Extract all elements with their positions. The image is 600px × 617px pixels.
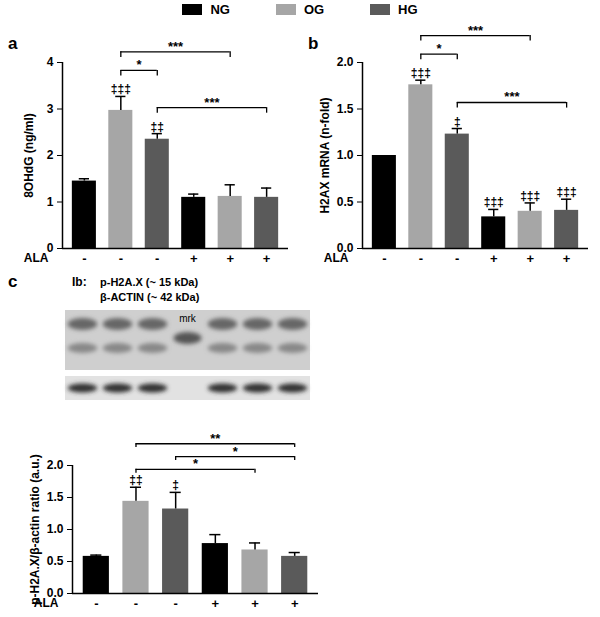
- svg-text:2.0: 2.0: [47, 458, 64, 472]
- svg-text:4: 4: [47, 55, 54, 69]
- svg-text:-: -: [134, 596, 138, 611]
- svg-text:-: -: [82, 251, 86, 266]
- html-text:c: c: [8, 272, 18, 291]
- svg-text:***: ***: [204, 95, 220, 110]
- html-text:a: a: [8, 34, 18, 53]
- svg-text:+: +: [263, 251, 271, 266]
- svg-text:‡‡‡: ‡‡‡: [520, 189, 540, 203]
- svg-text:0.5: 0.5: [337, 195, 354, 209]
- svg-text:‡‡‡: ‡‡‡: [411, 66, 431, 80]
- svg-text:-: -: [173, 596, 177, 611]
- svg-text:-: -: [94, 596, 98, 611]
- svg-text:‡: ‡: [172, 478, 179, 492]
- svg-text:‡: ‡: [454, 115, 461, 129]
- svg-text:*: *: [137, 57, 143, 72]
- svg-text:-: -: [382, 251, 386, 266]
- svg-text:***: ***: [504, 89, 520, 104]
- svg-text:+: +: [291, 596, 299, 611]
- html-text:OG: OG: [303, 2, 325, 17]
- svg-text:‡‡‡: ‡‡‡: [111, 82, 131, 96]
- html-text:b: b: [308, 34, 319, 53]
- svg-text:***: ***: [168, 39, 184, 54]
- svg-text:-: -: [455, 251, 459, 266]
- svg-text:-: -: [119, 251, 123, 266]
- svg-text:+: +: [251, 596, 259, 611]
- html-text:NG: NG: [210, 2, 230, 17]
- svg-text:+: +: [563, 251, 571, 266]
- svg-text:‡‡: ‡‡: [151, 120, 164, 134]
- svg-text:+: +: [226, 251, 234, 266]
- svg-text:+: +: [490, 251, 498, 266]
- svg-text:*: *: [233, 444, 239, 459]
- html-text:HG: HG: [398, 2, 418, 17]
- svg-text:-: -: [155, 251, 159, 266]
- svg-text:ALA: ALA: [24, 251, 49, 265]
- svg-text:1.0: 1.0: [337, 148, 354, 162]
- svg-text:0.0: 0.0: [46, 586, 64, 601]
- svg-text:*: *: [437, 41, 443, 56]
- svg-text:0: 0: [46, 241, 54, 256]
- svg-text:1.0: 1.0: [47, 522, 64, 536]
- svg-text:1.5: 1.5: [47, 490, 64, 504]
- svg-text:+: +: [526, 251, 534, 266]
- svg-text:+: +: [190, 251, 198, 266]
- svg-text:ALA: ALA: [34, 596, 59, 610]
- svg-text:0.5: 0.5: [47, 554, 64, 568]
- svg-text:***: ***: [468, 23, 484, 38]
- svg-text:-: -: [419, 251, 423, 266]
- svg-text:p-H2A.X/β-actin ratio (a.u.): p-H2A.X/β-actin ratio (a.u.): [28, 454, 42, 605]
- svg-text:‡‡‡: ‡‡‡: [484, 195, 504, 209]
- svg-text:‡‡: ‡‡: [129, 473, 142, 487]
- svg-text:*: *: [193, 456, 199, 471]
- svg-text:β-ACTIN (~ 42 kDa): β-ACTIN (~ 42 kDa): [100, 291, 200, 303]
- svg-text:p-H2A.X (~ 15 kDa): p-H2A.X (~ 15 kDa): [100, 276, 198, 288]
- svg-text:+: +: [212, 596, 220, 611]
- svg-text:ALA: ALA: [324, 251, 349, 265]
- svg-text:**: **: [210, 431, 221, 446]
- svg-text:0.0: 0.0: [336, 241, 354, 256]
- svg-text:2: 2: [47, 148, 54, 162]
- svg-text:1: 1: [47, 195, 54, 209]
- svg-text:Ib:: Ib:: [72, 275, 87, 289]
- svg-text:3: 3: [47, 102, 54, 116]
- svg-text:1.5: 1.5: [337, 102, 354, 116]
- svg-text:mrk: mrk: [179, 313, 197, 324]
- svg-text:H2AX mRNA (n-fold): H2AX mRNA (n-fold): [318, 97, 332, 213]
- svg-text:‡‡‡: ‡‡‡: [557, 185, 577, 199]
- svg-text:8OHdG (ng/ml): 8OHdG (ng/ml): [22, 113, 36, 198]
- svg-text:2.0: 2.0: [337, 55, 354, 69]
